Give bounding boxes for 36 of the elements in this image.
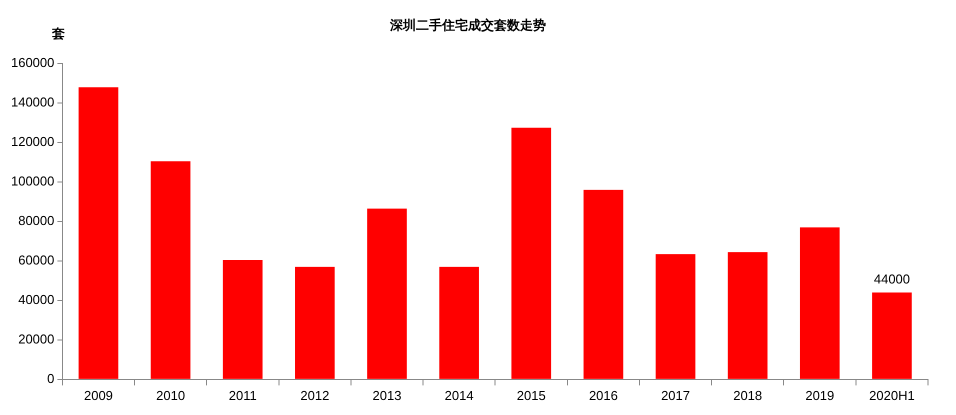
bar bbox=[800, 227, 840, 379]
y-axis-title: 套 bbox=[51, 26, 65, 42]
x-tick-label: 2017 bbox=[661, 388, 690, 403]
y-tick-label: 120000 bbox=[10, 134, 54, 150]
x-tick-label: 2015 bbox=[516, 388, 546, 403]
bar bbox=[656, 254, 696, 379]
x-tick-label: 2016 bbox=[588, 388, 618, 403]
x-tick-label: 2019 bbox=[805, 388, 834, 403]
y-tick-label: 100000 bbox=[10, 174, 54, 189]
bar bbox=[872, 292, 912, 379]
y-tick-label: 20000 bbox=[18, 332, 54, 347]
data-label: 44000 bbox=[874, 272, 910, 287]
bar bbox=[222, 260, 263, 379]
y-tick-label: 160000 bbox=[10, 55, 54, 70]
x-tick-label: 2012 bbox=[300, 388, 330, 403]
bar bbox=[150, 161, 190, 379]
x-tick-label: 2013 bbox=[372, 388, 402, 403]
y-tick-label: 80000 bbox=[18, 213, 54, 228]
bar bbox=[367, 208, 407, 379]
x-tick-label: 2010 bbox=[156, 388, 186, 403]
bar bbox=[728, 252, 768, 379]
y-tick-label: 60000 bbox=[18, 252, 54, 268]
bar bbox=[511, 128, 552, 379]
x-tick-label: 2020H1 bbox=[869, 388, 915, 403]
x-tick-label: 2014 bbox=[444, 388, 474, 403]
bar bbox=[584, 190, 624, 379]
bar bbox=[78, 87, 118, 379]
y-tick-label: 140000 bbox=[10, 94, 54, 110]
x-tick-label: 2009 bbox=[84, 388, 113, 403]
bar bbox=[439, 266, 479, 379]
x-tick-label: 2011 bbox=[228, 388, 257, 403]
x-tick-label: 2018 bbox=[733, 388, 762, 403]
chart-title: 深圳二手住宅成交套数走势 bbox=[389, 17, 546, 32]
bar bbox=[295, 266, 335, 379]
y-tick-label: 40000 bbox=[18, 292, 54, 308]
y-tick-label: 0 bbox=[47, 370, 54, 386]
